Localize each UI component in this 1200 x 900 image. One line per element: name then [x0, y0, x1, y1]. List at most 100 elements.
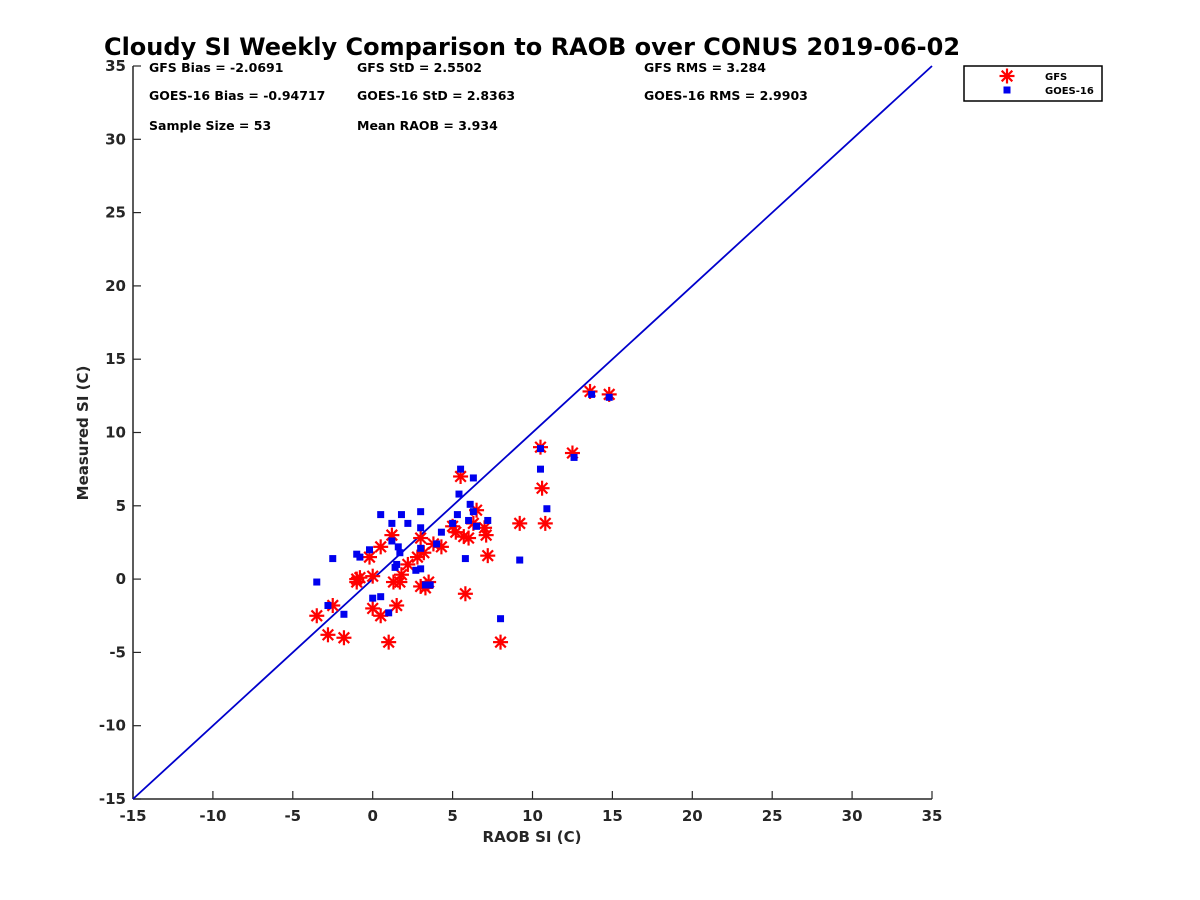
goes16-point — [449, 519, 457, 527]
goes16-point — [369, 594, 377, 602]
axes: -15 -10 -5 0 5 10 15 20 25 30 35 -15 -10 -5 0 5 10 15 20 25… — [99, 57, 943, 825]
goes16-point — [457, 465, 465, 473]
gfs-point — [478, 527, 494, 543]
goes16-point — [543, 505, 551, 513]
x-tick-label: 25 — [762, 807, 783, 825]
gfs-point — [457, 586, 473, 602]
data-points — [309, 383, 617, 650]
goes16-point — [329, 555, 337, 563]
legend-box — [963, 65, 1103, 102]
x-tick-label: -15 — [119, 807, 146, 825]
legend-label: GOES-16 — [1045, 86, 1094, 97]
stat-text: GFS StD = 2.5502 — [357, 60, 482, 75]
gfs-point — [480, 548, 496, 564]
legend-gfs-marker — [999, 68, 1015, 84]
gfs-point — [373, 539, 389, 555]
gfs-point — [493, 634, 509, 650]
goes16-point — [465, 516, 473, 524]
gfs-point — [512, 515, 528, 531]
y-axis-label: Measured SI (C) — [74, 366, 92, 501]
gfs-point — [309, 608, 325, 624]
goes16-point — [437, 528, 445, 536]
x-tick-label: 5 — [447, 807, 457, 825]
goes16-point — [497, 615, 505, 623]
stat-text: GOES-16 RMS = 2.9903 — [644, 88, 808, 103]
y-tick-label: 0 — [116, 570, 126, 588]
goes16-point — [404, 519, 412, 527]
x-tick-label: 35 — [922, 807, 943, 825]
goes16-point — [605, 393, 613, 401]
stat-text: GOES-16 Bias = -0.94717 — [149, 88, 325, 103]
goes16-point — [417, 508, 425, 516]
goes16-point — [388, 537, 396, 545]
goes16-point — [377, 593, 385, 601]
goes16-point — [388, 519, 396, 527]
goes16-point — [455, 490, 463, 498]
goes16-point — [324, 601, 332, 609]
x-tick-label: -10 — [199, 807, 226, 825]
legend-goes16-marker — [1003, 86, 1011, 94]
y-tick-label: -15 — [99, 790, 126, 808]
goes16-point — [397, 511, 405, 519]
gfs-point — [349, 574, 365, 590]
y-tick-label: 10 — [105, 424, 126, 442]
x-tick-label: -5 — [284, 807, 301, 825]
stat-text: GFS RMS = 3.284 — [644, 60, 766, 75]
goes16-point — [417, 565, 425, 573]
stat-text: GFS Bias = -2.0691 — [149, 60, 283, 75]
gfs-point — [336, 630, 352, 646]
goes16-point — [396, 549, 404, 557]
gfs-point — [534, 480, 550, 496]
gfs-point — [320, 627, 336, 643]
goes16-point — [426, 581, 434, 589]
goes16-point — [366, 546, 374, 554]
gfs-point — [400, 556, 416, 572]
gfs-point — [389, 597, 405, 613]
goes16-point — [453, 511, 461, 519]
goes16-point — [461, 555, 469, 563]
legend-label: GFS — [1045, 72, 1067, 83]
goes16-point — [469, 508, 477, 516]
y-tick-label: 35 — [105, 57, 126, 75]
goes16-point — [417, 544, 425, 552]
stat-text: Sample Size = 53 — [149, 118, 271, 133]
gfs-point — [413, 530, 429, 546]
y-tick-label: 20 — [105, 277, 126, 295]
goes16-point — [536, 465, 544, 473]
gfs-point — [381, 634, 397, 650]
stats-block: GFS Bias = -2.0691 GFS StD = 2.5502 GFS RM… — [149, 60, 808, 133]
goes16-point — [516, 556, 524, 564]
x-tick-label: 20 — [682, 807, 703, 825]
gfs-point — [393, 567, 409, 583]
x-tick-label: 15 — [602, 807, 623, 825]
goes16-point — [433, 540, 441, 548]
y-tick-label: -5 — [109, 643, 126, 661]
y-tick-label: 25 — [105, 204, 126, 222]
goes16-point — [393, 560, 401, 568]
one-to-one-line — [132, 65, 933, 800]
x-axis-label: RAOB SI (C) — [483, 828, 582, 846]
goes16-point — [588, 390, 596, 398]
x-tick-label: 0 — [367, 807, 377, 825]
stat-text: Mean RAOB = 3.934 — [357, 118, 498, 133]
goes16-point — [417, 524, 425, 532]
goes16-point — [356, 553, 364, 561]
stat-text: GOES-16 StD = 2.8363 — [357, 88, 515, 103]
y-tick-label: 30 — [105, 130, 126, 148]
legend: GFS GOES-16 — [963, 65, 1103, 102]
goes16-point — [394, 543, 402, 551]
y-tick-label: 5 — [116, 497, 126, 515]
gfs-point — [461, 530, 477, 546]
goes16-point — [484, 516, 492, 524]
x-tick-label: 10 — [522, 807, 543, 825]
goes16-point — [570, 453, 578, 461]
goes16-point — [466, 500, 474, 508]
goes16-point — [340, 610, 348, 618]
chart-title: Cloudy SI Weekly Comparison to RAOB over… — [104, 33, 960, 61]
goes16-point — [469, 474, 477, 482]
goes16-point — [473, 522, 481, 530]
y-tick-label: -10 — [99, 717, 126, 735]
goes16-point — [385, 609, 393, 617]
gfs-point — [365, 568, 381, 584]
